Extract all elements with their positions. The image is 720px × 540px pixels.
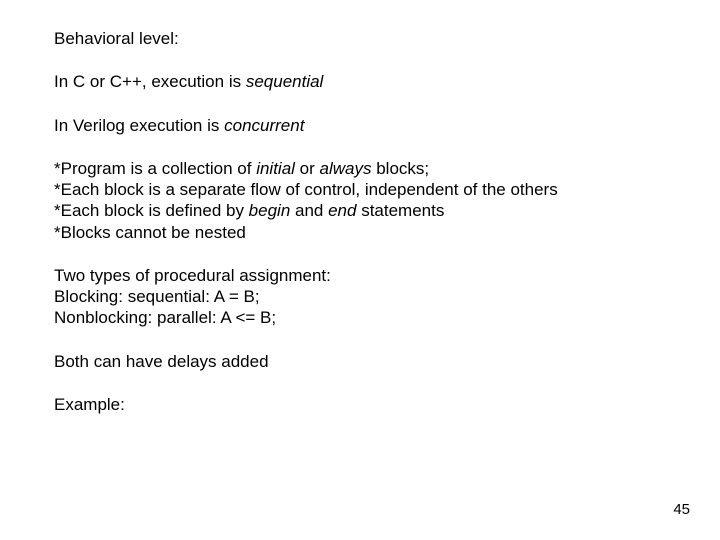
- text: *Each block is defined by: [54, 201, 249, 220]
- text: Example:: [54, 395, 125, 414]
- assignment-block: Two types of procedural assignment: Bloc…: [54, 265, 684, 329]
- bullet-2: *Each block is a separate flow of contro…: [54, 179, 684, 200]
- para-c-seq: In C or C++, execution is sequential: [54, 71, 684, 92]
- assign-nonblocking: Nonblocking: parallel: A <= B;: [54, 307, 684, 328]
- text: blocks;: [371, 159, 429, 178]
- slide-body: Behavioral level: In C or C++, execution…: [0, 0, 684, 415]
- delays-line: Both can have delays added: [54, 351, 684, 372]
- bullet-4: *Blocks cannot be nested: [54, 222, 684, 243]
- title-text: Behavioral level:: [54, 29, 179, 48]
- em-begin: begin: [249, 201, 291, 220]
- text: *Program is a collection of: [54, 159, 256, 178]
- heading: Behavioral level:: [54, 28, 684, 49]
- text: or: [295, 159, 320, 178]
- text: In C or C++, execution is: [54, 72, 246, 91]
- em-concurrent: concurrent: [224, 116, 304, 135]
- text: statements: [356, 201, 444, 220]
- page-number: 45: [673, 501, 690, 518]
- em-always: always: [320, 159, 372, 178]
- text: In Verilog execution is: [54, 116, 224, 135]
- em-initial: initial: [256, 159, 295, 178]
- text: Both can have delays added: [54, 352, 269, 371]
- bullet-1: *Program is a collection of initial or a…: [54, 158, 684, 179]
- para-verilog-conc: In Verilog execution is concurrent: [54, 115, 684, 136]
- assign-heading: Two types of procedural assignment:: [54, 265, 684, 286]
- em-sequential: sequential: [246, 72, 324, 91]
- bullet-block: *Program is a collection of initial or a…: [54, 158, 684, 243]
- example-line: Example:: [54, 394, 684, 415]
- bullet-3: *Each block is defined by begin and end …: [54, 200, 684, 221]
- text: and: [290, 201, 328, 220]
- assign-blocking: Blocking: sequential: A = B;: [54, 286, 684, 307]
- em-end: end: [328, 201, 356, 220]
